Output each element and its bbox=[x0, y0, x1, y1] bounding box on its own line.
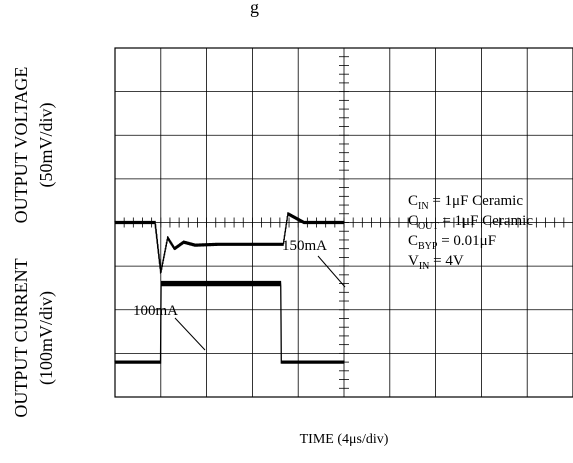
legend-text: = 1μF Ceramic bbox=[429, 193, 524, 209]
ylabel-voltage-unit: (50mV/div) bbox=[36, 103, 57, 188]
traces bbox=[114, 212, 345, 364]
legend-line: CIN = 1μF Ceramic bbox=[408, 193, 523, 212]
legend-subscript: IN bbox=[418, 201, 429, 212]
ylabel-voltage: OUTPUT VOLTAGE bbox=[11, 67, 31, 224]
ylabel-current: OUTPUT CURRENT bbox=[11, 258, 31, 417]
legend-text: = 0.01μF bbox=[437, 233, 496, 249]
legend-subscript: IN bbox=[419, 261, 430, 272]
legend-text: = 4V bbox=[429, 253, 463, 269]
annotation-150ma-leader bbox=[317, 255, 346, 288]
legend-line: COUT = 1μF Ceramic bbox=[408, 213, 533, 232]
legend-subscript: OUT bbox=[418, 221, 439, 232]
legend-line: CBYP = 0.01μF bbox=[408, 233, 496, 252]
x-axis-label: TIME (4μs/div) bbox=[300, 432, 389, 447]
legend-text: = 1μF Ceramic bbox=[439, 213, 534, 229]
annotation-150ma: 150mA bbox=[282, 238, 327, 254]
legend-base: V bbox=[408, 253, 419, 269]
chart-title: g bbox=[250, 0, 259, 17]
annotation-100ma: 100mA bbox=[133, 303, 178, 319]
annotation-100ma-leader bbox=[174, 317, 206, 351]
y-labels: OUTPUT VOLTAGE (50mV/div) OUTPUT CURRENT… bbox=[11, 67, 57, 418]
annotations: 100mA 150mA bbox=[133, 238, 346, 351]
ylabel-current-unit: (100mV/div) bbox=[36, 291, 57, 385]
trace-current bbox=[114, 280, 345, 364]
legend-subscript: BYP bbox=[418, 241, 438, 252]
legend-line: VIN = 4V bbox=[408, 253, 464, 272]
legend-base: C bbox=[408, 213, 418, 229]
legend-base: C bbox=[408, 233, 418, 249]
trace-voltage bbox=[114, 212, 345, 275]
legend-base: C bbox=[408, 193, 418, 209]
